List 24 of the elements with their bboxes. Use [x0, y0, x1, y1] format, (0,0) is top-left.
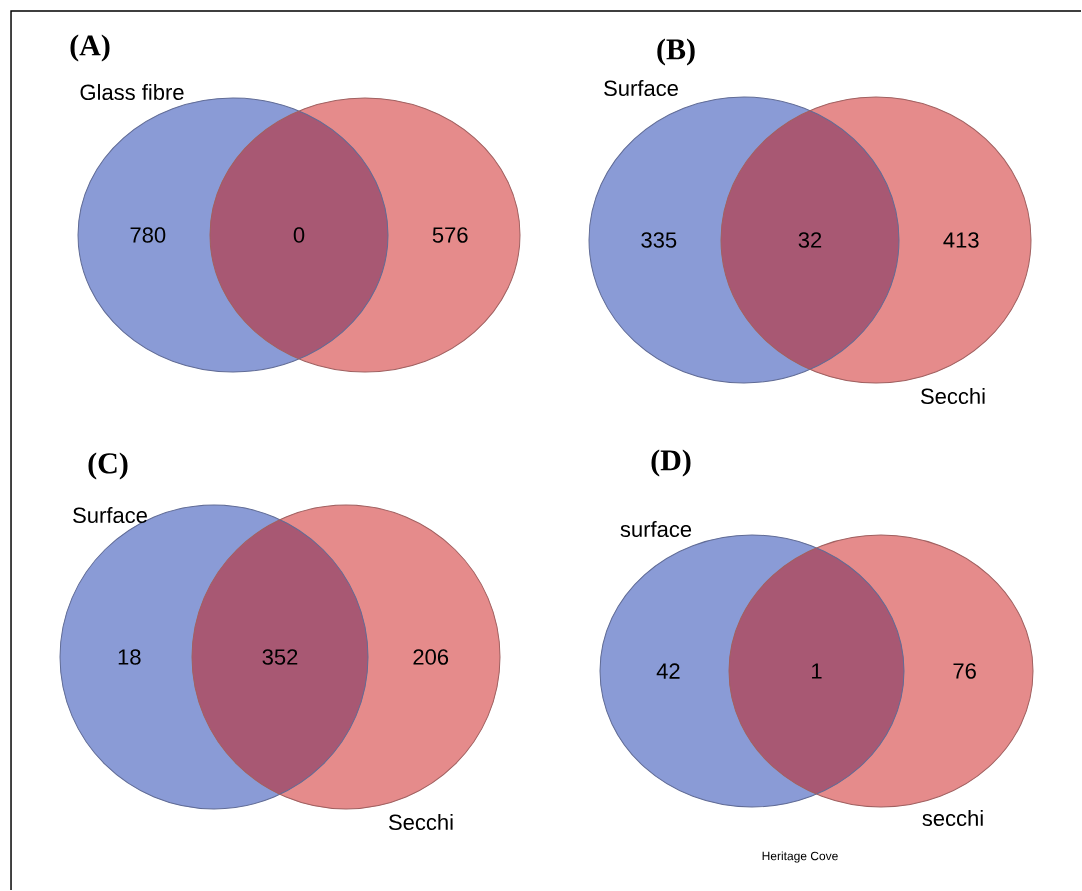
- data-label: 576: [432, 227, 468, 243]
- category-label: Surface: [604, 80, 678, 97]
- data-label: 780: [130, 227, 166, 243]
- data-label: 335: [641, 232, 677, 248]
- data-label: 42: [656, 663, 680, 679]
- data-label: 0: [293, 227, 305, 243]
- data-label: 1: [812, 663, 822, 679]
- category-label: Secchi: [920, 388, 985, 405]
- data-label: 18: [118, 649, 141, 665]
- text: (A): [70, 34, 110, 62]
- text: Heritage Cove: [762, 851, 838, 863]
- data-label: 206: [413, 649, 449, 665]
- data-label: 413: [943, 232, 979, 248]
- text: (B): [657, 38, 695, 66]
- data-label: 76: [953, 663, 976, 679]
- category-label: Surface: [73, 507, 147, 524]
- text: (C): [88, 452, 128, 480]
- category-label: Glass fibre: [80, 84, 184, 101]
- category-label: secchi: [922, 810, 983, 827]
- category-label: Secchi: [388, 814, 453, 831]
- data-label: 352: [262, 649, 298, 665]
- text: (D): [651, 449, 691, 477]
- data-label: 32: [798, 232, 822, 248]
- category-label: surface: [620, 521, 692, 538]
